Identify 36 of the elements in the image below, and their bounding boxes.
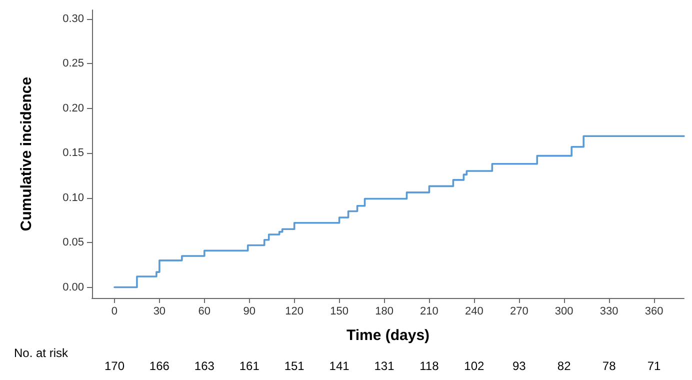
x-tick-label: 210 (420, 306, 438, 318)
text: 163 (194, 359, 215, 373)
y-tick-label: 0.30 (62, 12, 84, 25)
x-axis-title: Time (days) (346, 327, 430, 344)
x-tick-label: 300 (554, 306, 574, 318)
y-axis-title: Cumulative incidence (18, 76, 35, 232)
text: No. at risk (14, 346, 70, 360)
x-tick-label: 120 (285, 306, 304, 318)
text: 71 (647, 359, 662, 373)
text: 102 (464, 359, 485, 373)
x-tick-label: 150 (330, 306, 348, 318)
x-tick-label: 30 (153, 306, 166, 318)
y-tick-label: 0.15 (62, 147, 84, 160)
text: 93 (512, 359, 526, 373)
text: 118 (420, 359, 440, 373)
x-tick-label: 90 (243, 306, 256, 318)
x-tick-label: 270 (510, 306, 528, 318)
text: 131 (374, 359, 395, 373)
y-tick-label: 0.05 (62, 236, 84, 249)
text: 161 (239, 359, 260, 373)
x-tick-label: 330 (600, 306, 618, 318)
y-tick-label: 0.25 (62, 58, 84, 70)
y-tick-label: 0.10 (62, 192, 84, 204)
x-tick-label: 180 (375, 306, 394, 318)
text: 151 (284, 359, 305, 373)
y-tick-label: 0.20 (62, 102, 84, 114)
y-tick-label: 0.00 (62, 281, 84, 294)
x-tick-label: 240 (464, 306, 484, 318)
text: 141 (329, 359, 350, 373)
x-tick-label: 0 (111, 306, 118, 318)
x-tick-label: 60 (198, 306, 211, 318)
text: 78 (602, 359, 616, 373)
x-tick-label: 360 (644, 306, 664, 318)
text: 82 (557, 359, 572, 373)
text: 166 (149, 359, 170, 373)
text: 170 (104, 359, 125, 373)
